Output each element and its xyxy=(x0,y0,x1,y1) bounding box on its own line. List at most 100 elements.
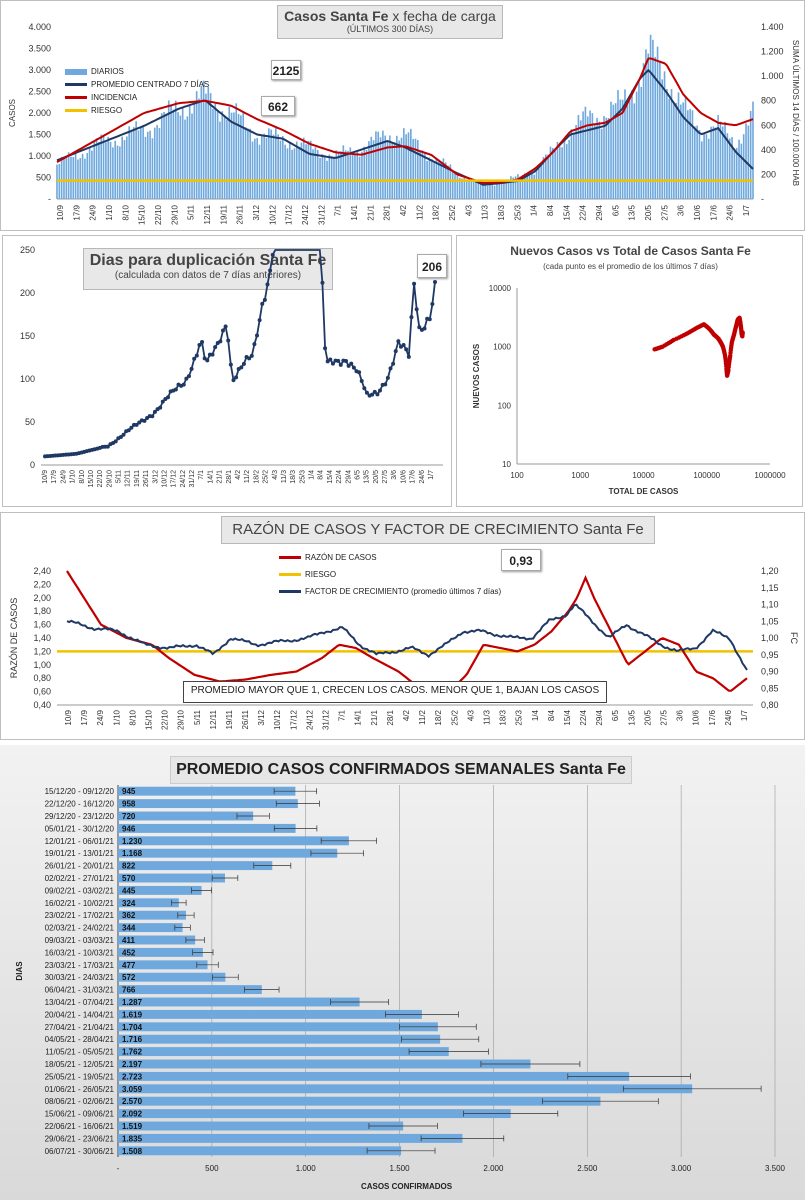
daily-bar xyxy=(749,111,752,199)
duplication-point xyxy=(357,370,362,375)
daily-bar xyxy=(116,145,119,199)
x-tick-label: 5/11 xyxy=(193,709,202,725)
daily-bar xyxy=(251,141,254,199)
x-tick-label: 7/1 xyxy=(334,204,343,216)
x-tick-label: 28/1 xyxy=(386,709,395,725)
daily-bar xyxy=(216,111,219,199)
duplication-point xyxy=(158,405,163,410)
daily-bar xyxy=(542,157,545,199)
daily-bar xyxy=(591,113,594,199)
y2-tick-label: 1,05 xyxy=(761,616,779,626)
daily-bar xyxy=(531,172,533,199)
data-label: 1.508 xyxy=(122,1147,143,1156)
daily-bar xyxy=(372,140,375,199)
y-tick-label: 200 xyxy=(20,288,35,298)
daily-bar xyxy=(458,177,461,199)
daily-bar xyxy=(363,146,366,199)
daily-bar xyxy=(88,147,91,199)
weekly-chart-title: PROMEDIO CASOS CONFIRMADOS SEMANALES San… xyxy=(176,761,626,778)
duplication-point xyxy=(323,346,328,351)
daily-bar xyxy=(291,149,293,199)
daily-bar xyxy=(102,135,105,199)
daily-bar xyxy=(510,176,512,199)
x-tick-label: 10/9 xyxy=(56,204,65,220)
legend-item-incidencia: INCIDENCIA xyxy=(65,91,209,104)
data-label: 3.059 xyxy=(122,1085,143,1094)
x-tick-label: 24/12 xyxy=(305,709,314,730)
data-label: 344 xyxy=(122,924,136,933)
daily-bar xyxy=(114,140,117,199)
x-tick-label: 3/12 xyxy=(252,204,261,220)
duplication-point xyxy=(150,414,155,419)
daily-bar xyxy=(81,153,84,199)
daily-bar xyxy=(451,170,454,199)
x-tick-label: 22/4 xyxy=(579,204,588,220)
duplication-point xyxy=(152,409,157,414)
daily-bar xyxy=(619,99,622,199)
duplication-point xyxy=(422,326,427,331)
daily-bar xyxy=(249,128,252,199)
daily-bar xyxy=(144,136,147,199)
duplication-point xyxy=(270,252,275,257)
daily-bar xyxy=(77,159,79,199)
weekly-bar xyxy=(118,848,338,858)
category-label: 06/07/21 - 30/06/21 xyxy=(45,1147,115,1156)
data-label: 570 xyxy=(122,874,136,883)
daily-bar xyxy=(70,156,72,199)
daily-bar xyxy=(351,154,354,199)
x-tick-label: 27/5 xyxy=(382,470,389,484)
daily-bar xyxy=(631,90,633,199)
daily-bar xyxy=(109,141,112,199)
daily-bar xyxy=(128,126,130,199)
daily-bar xyxy=(714,127,717,199)
category-label: 23/03/21 - 17/03/21 xyxy=(45,961,115,970)
x-tick-label: 8/10 xyxy=(128,709,137,725)
category-label: 22/06/21 - 16/06/21 xyxy=(45,1122,115,1131)
y-tick-label: 2,40 xyxy=(33,566,51,576)
x-tick-label: 22/10 xyxy=(161,709,170,730)
x-tick-label: 17/6 xyxy=(709,204,718,220)
y2-tick-label: 800 xyxy=(761,96,776,106)
daily-bar xyxy=(735,147,738,199)
daily-bar xyxy=(638,80,640,199)
duplication-point xyxy=(330,361,335,366)
daily-bar xyxy=(528,174,531,199)
weekly-bar xyxy=(118,947,203,957)
x-tick-label: 8/4 xyxy=(318,470,325,480)
x-tick-label: 29/10 xyxy=(106,470,113,488)
x-axis-label: CASOS CONFIRMADOS xyxy=(361,1182,453,1191)
y2-tick-label: 1,00 xyxy=(761,633,779,643)
daily-bar xyxy=(340,151,342,199)
x-tick-label: 21/1 xyxy=(366,204,375,220)
x-tick-label: 3/12 xyxy=(257,709,266,725)
y-tick-label: - xyxy=(48,194,51,204)
daily-bar xyxy=(156,125,158,199)
x-tick-label: 29/4 xyxy=(595,204,604,220)
daily-bar xyxy=(139,127,142,199)
daily-bar xyxy=(135,121,137,199)
duplication-point xyxy=(210,352,215,357)
daily-bar xyxy=(349,147,352,199)
daily-bar xyxy=(228,106,231,199)
y-tick-label: 3.500 xyxy=(28,44,51,54)
category-label: 04/05/21 - 28/04/21 xyxy=(45,1035,115,1044)
daily-bar xyxy=(405,134,407,199)
daily-bar xyxy=(635,91,638,199)
x-tick-label: 24/12 xyxy=(301,204,310,225)
y-tick-label: 1000 xyxy=(493,343,511,352)
daily-bar xyxy=(626,102,629,199)
x-tick-label: 12/11 xyxy=(209,709,218,729)
data-label: 720 xyxy=(122,812,136,821)
x-tick-label: 15/4 xyxy=(327,470,334,484)
x-tick-label: 17/12 xyxy=(171,470,178,488)
daily-bar xyxy=(461,178,463,199)
daily-bar xyxy=(505,180,508,199)
duplication-point xyxy=(239,365,244,370)
y-tick-label: 10000 xyxy=(489,284,512,293)
daily-bar xyxy=(689,108,691,199)
daily-bar xyxy=(160,113,163,199)
duplication-point xyxy=(234,375,239,380)
weekly-bar xyxy=(118,935,196,945)
x-tick-label: 7/1 xyxy=(338,709,347,721)
cases-chart-title-box: Casos Santa Fe x fecha de carga (ÚLTIMOS… xyxy=(277,5,503,39)
